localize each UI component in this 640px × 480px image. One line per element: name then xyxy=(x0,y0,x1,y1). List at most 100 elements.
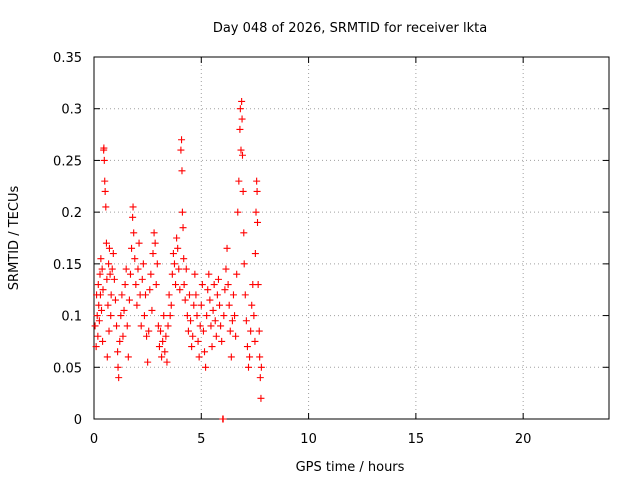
x-tick-label-2: 10 xyxy=(300,432,317,447)
data-point-57 xyxy=(134,265,142,273)
data-point-119 xyxy=(197,301,205,309)
data-point-39 xyxy=(116,337,124,345)
data-point-95 xyxy=(175,265,183,273)
data-point-67 xyxy=(145,327,153,335)
data-point-91 xyxy=(170,260,178,268)
data-point-79 xyxy=(158,353,166,361)
data-point-85 xyxy=(164,322,172,330)
data-point-16 xyxy=(100,144,108,152)
data-point-142 xyxy=(221,286,229,294)
data-point-6 xyxy=(95,301,103,309)
y-tick-label-7: 0.35 xyxy=(53,51,82,66)
data-point-128 xyxy=(207,322,215,330)
data-point-50 xyxy=(128,244,136,252)
data-point-174 xyxy=(251,337,259,345)
data-point-175 xyxy=(251,250,259,258)
data-point-23 xyxy=(103,353,111,361)
data-point-64 xyxy=(142,291,149,299)
data-point-116 xyxy=(194,337,202,345)
data-point-141 xyxy=(220,312,228,320)
data-point-24 xyxy=(104,301,112,309)
data-point-77 xyxy=(155,343,163,351)
y-tick-label-4: 0.2 xyxy=(61,206,82,221)
data-point-5 xyxy=(94,281,102,289)
data-point-184 xyxy=(257,394,265,402)
data-point-93 xyxy=(173,234,181,242)
data-point-30 xyxy=(107,291,115,299)
data-point-103 xyxy=(180,281,188,289)
data-point-41 xyxy=(118,291,126,299)
data-point-138 xyxy=(218,337,226,345)
data-point-159 xyxy=(238,97,246,105)
y-tick-label-6: 0.3 xyxy=(61,103,82,118)
data-point-66 xyxy=(144,358,152,366)
data-point-97 xyxy=(177,146,185,154)
data-point-7 xyxy=(95,317,103,325)
data-point-109 xyxy=(187,317,195,325)
data-point-168 xyxy=(245,363,252,371)
data-point-81 xyxy=(160,312,168,320)
data-point-10 xyxy=(97,255,105,263)
data-point-65 xyxy=(143,332,151,340)
data-point-146 xyxy=(225,301,233,309)
data-point-56 xyxy=(133,301,141,309)
data-point-38 xyxy=(115,374,123,382)
data-point-31 xyxy=(108,265,116,273)
data-point-71 xyxy=(149,250,157,258)
grid-lines xyxy=(94,57,609,419)
data-point-106 xyxy=(183,312,191,320)
data-point-171 xyxy=(248,301,256,309)
data-point-92 xyxy=(172,281,180,289)
data-point-125 xyxy=(204,286,212,294)
data-point-156 xyxy=(236,125,244,133)
data-point-89 xyxy=(168,270,176,278)
data-point-94 xyxy=(174,244,182,252)
data-point-76 xyxy=(154,322,162,330)
data-point-49 xyxy=(126,270,134,278)
data-point-53 xyxy=(130,229,138,237)
x-axis-title: GPS time / hours xyxy=(296,460,405,475)
data-point-26 xyxy=(105,327,113,335)
data-point-118 xyxy=(196,322,204,330)
data-point-117 xyxy=(195,353,203,361)
data-point-161 xyxy=(238,151,246,159)
data-point-1 xyxy=(92,343,100,351)
data-point-19 xyxy=(101,187,109,195)
data-point-182 xyxy=(256,353,264,361)
data-point-145 xyxy=(224,281,232,289)
data-point-150 xyxy=(229,291,237,299)
data-point-82 xyxy=(161,348,169,356)
data-point-22 xyxy=(103,275,111,283)
data-point-44 xyxy=(121,281,129,289)
data-point-158 xyxy=(237,146,245,154)
data-point-166 xyxy=(242,317,250,325)
data-point-21 xyxy=(102,239,110,247)
data-point-134 xyxy=(213,291,221,299)
data-point-131 xyxy=(210,281,218,289)
data-point-151 xyxy=(231,312,239,320)
x-tick-label-1: 5 xyxy=(197,432,205,447)
data-point-88 xyxy=(167,301,175,309)
data-point-181 xyxy=(255,327,263,335)
data-point-143 xyxy=(222,265,230,273)
data-point-144 xyxy=(223,244,231,252)
x-tick-label-4: 20 xyxy=(515,432,532,447)
data-point-43 xyxy=(120,306,128,314)
data-point-0 xyxy=(91,322,99,330)
data-point-185 xyxy=(257,363,265,371)
data-point-135 xyxy=(214,275,222,283)
data-point-68 xyxy=(146,286,154,294)
data-point-167 xyxy=(243,343,251,351)
data-point-25 xyxy=(105,260,113,268)
data-point-72 xyxy=(150,229,158,237)
data-point-48 xyxy=(125,296,133,304)
data-point-62 xyxy=(139,260,147,268)
data-point-120 xyxy=(198,281,206,289)
data-point-61 xyxy=(138,275,146,283)
data-point-34 xyxy=(111,296,119,304)
data-point-42 xyxy=(119,332,127,340)
data-point-154 xyxy=(234,208,242,216)
data-point-78 xyxy=(157,327,165,335)
data-point-180 xyxy=(254,281,262,289)
data-point-107 xyxy=(184,327,192,335)
